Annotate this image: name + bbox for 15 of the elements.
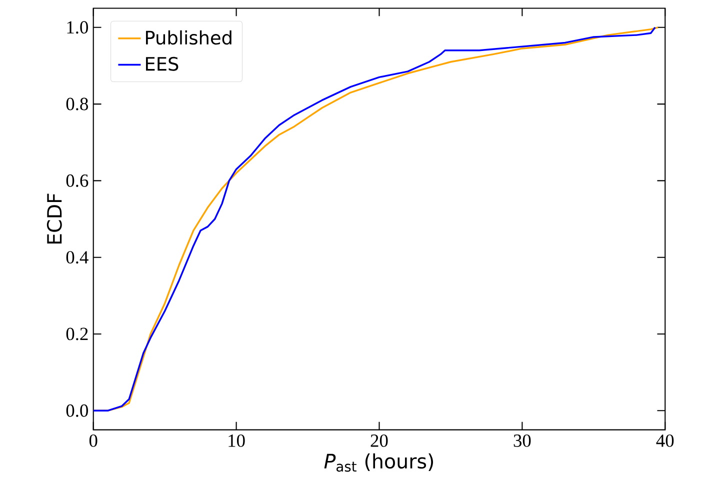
x-axis-title: P$_{ast}$ (hours) [324,453,434,472]
y-tick-label: 0.6 [66,174,88,187]
x-tick-label: 0 [89,434,98,447]
y-tick-label: 1.0 [67,21,88,34]
x-tick-label: 40 [656,434,674,447]
legend-label: Published [146,30,232,45]
y-axis-title: ECDF [46,194,62,244]
legend-label: EES [146,56,178,71]
y-tick-label: 0.2 [66,328,88,340]
x-tick-label: 20 [370,434,388,447]
y-tick-label: 0.4 [66,251,88,264]
x-tick-label: 30 [514,434,531,447]
y-tick-label: 0.8 [66,98,88,110]
x-tick-label: 10 [228,434,245,447]
y-tick-label: 0.0 [66,404,88,417]
